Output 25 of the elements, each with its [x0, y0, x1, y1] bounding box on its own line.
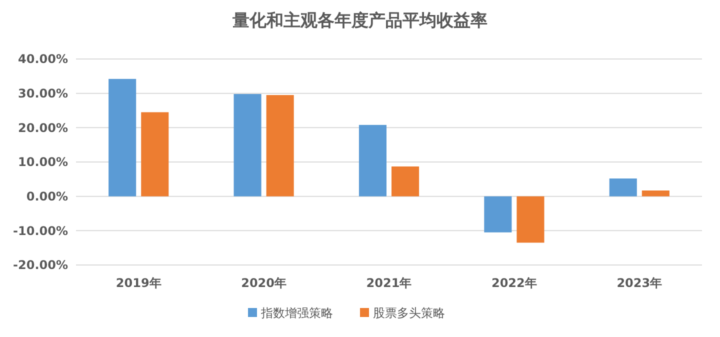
bar [234, 94, 262, 196]
bar [141, 112, 169, 196]
bar [358, 124, 386, 196]
x-tick-label: 2021年 [366, 276, 412, 290]
y-tick-label: 10.00% [18, 155, 68, 170]
y-tick-label: 30.00% [18, 86, 68, 101]
y-tick-label: -20.00% [13, 258, 68, 272]
bar [516, 196, 544, 243]
x-tick-label: 2022年 [491, 276, 537, 290]
bar [392, 166, 420, 196]
x-tick-label: 2019年 [116, 276, 162, 290]
bar [609, 178, 637, 196]
x-tick-label: 2023年 [616, 276, 662, 290]
chart-title: 量化和主观各年度产品平均收益率 [232, 11, 488, 31]
bar [484, 196, 512, 232]
bar [642, 190, 670, 196]
y-tick-label: 40.00% [18, 52, 68, 66]
y-tick-label: 0.00% [26, 190, 68, 204]
y-tick-label: -10.00% [13, 224, 68, 238]
bar [266, 95, 294, 196]
legend-label: 股票多头策略 [373, 306, 445, 320]
y-tick-label: 20.00% [18, 120, 68, 135]
x-tick-label: 2020年 [241, 276, 287, 290]
bar [108, 78, 136, 196]
legend-label: 指数增强策略 [260, 306, 333, 320]
